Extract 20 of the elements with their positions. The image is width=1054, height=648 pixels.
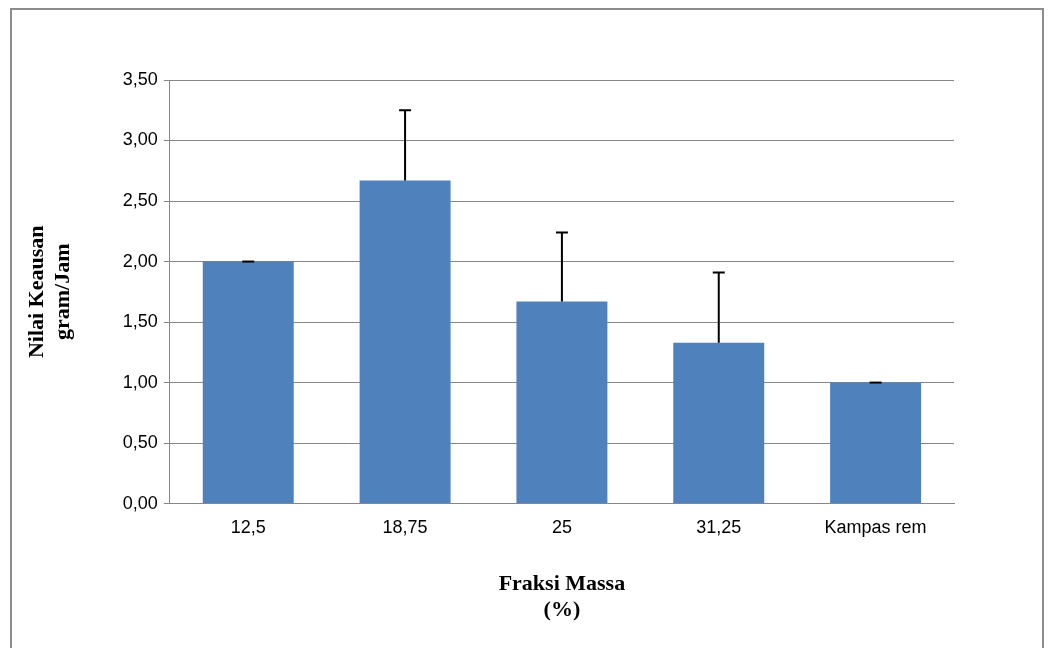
y-tick-label: 0,00: [122, 492, 158, 513]
bar: [830, 382, 922, 504]
y-tick-label: 2,00: [122, 250, 158, 271]
bar: [202, 261, 294, 504]
y-tick-label: 3,50: [122, 68, 158, 89]
x-tick-label: 18,75: [382, 517, 428, 538]
bar: [359, 180, 451, 504]
bar: [673, 342, 765, 504]
y-tick-label: 3,00: [122, 129, 158, 150]
x-tick-label: Kampas rem: [824, 517, 927, 538]
y-tick-label: 1,50: [122, 311, 158, 332]
x-tick-label: 25: [551, 517, 572, 538]
y-tick-label: 1,00: [122, 371, 158, 392]
y-tick-label: 0,50: [122, 432, 158, 453]
x-axis-title: Fraksi Massa (%): [498, 570, 626, 622]
bar: [516, 301, 608, 504]
y-tick-label: 2,50: [122, 190, 158, 210]
x-tick-label: 12,5: [230, 517, 266, 538]
y-axis-title: Nilai Keausan gram/Jam: [22, 225, 75, 359]
x-tick-label: 31,25: [696, 517, 742, 538]
